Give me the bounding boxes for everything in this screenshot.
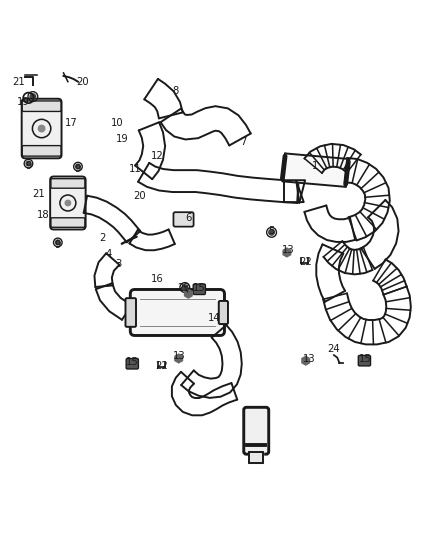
FancyBboxPatch shape xyxy=(358,356,371,366)
Circle shape xyxy=(268,229,275,236)
Text: 15: 15 xyxy=(359,354,372,365)
Text: 13: 13 xyxy=(282,245,294,255)
Polygon shape xyxy=(249,451,263,463)
FancyBboxPatch shape xyxy=(173,212,194,227)
Polygon shape xyxy=(345,158,390,240)
Text: 15: 15 xyxy=(126,357,139,367)
Text: 19: 19 xyxy=(115,134,128,143)
Text: 20: 20 xyxy=(76,77,88,87)
Text: 3: 3 xyxy=(115,260,121,269)
Polygon shape xyxy=(172,372,237,415)
Text: 22: 22 xyxy=(299,257,312,267)
Text: 15: 15 xyxy=(193,282,206,293)
FancyBboxPatch shape xyxy=(22,99,61,158)
Text: 22: 22 xyxy=(155,361,168,372)
FancyBboxPatch shape xyxy=(244,407,268,454)
Text: 2: 2 xyxy=(100,233,106,243)
Text: 24: 24 xyxy=(328,344,340,354)
Text: 1: 1 xyxy=(312,161,318,171)
FancyBboxPatch shape xyxy=(126,359,138,369)
FancyBboxPatch shape xyxy=(22,146,61,156)
Text: 14: 14 xyxy=(208,313,220,323)
FancyBboxPatch shape xyxy=(193,284,205,295)
Text: 21: 21 xyxy=(12,77,25,87)
FancyBboxPatch shape xyxy=(50,176,86,230)
Polygon shape xyxy=(96,283,132,320)
Text: 18: 18 xyxy=(37,210,49,220)
Polygon shape xyxy=(323,241,372,274)
Circle shape xyxy=(181,284,188,291)
Text: 7: 7 xyxy=(240,136,246,147)
Polygon shape xyxy=(135,122,165,179)
Circle shape xyxy=(75,164,81,169)
Polygon shape xyxy=(144,79,183,118)
Polygon shape xyxy=(304,144,361,173)
Polygon shape xyxy=(138,163,299,203)
Text: 9: 9 xyxy=(55,240,61,249)
Polygon shape xyxy=(323,287,411,344)
Text: 20: 20 xyxy=(133,190,145,200)
Polygon shape xyxy=(373,260,406,295)
Text: 16: 16 xyxy=(150,274,163,284)
Text: 4: 4 xyxy=(106,249,112,259)
Text: 5: 5 xyxy=(268,225,275,236)
FancyBboxPatch shape xyxy=(219,301,228,324)
Text: 12: 12 xyxy=(150,151,163,161)
Circle shape xyxy=(64,199,71,206)
Text: 9: 9 xyxy=(25,161,32,171)
Text: 13: 13 xyxy=(303,354,315,365)
FancyBboxPatch shape xyxy=(22,101,61,111)
Polygon shape xyxy=(316,244,345,302)
Text: 13: 13 xyxy=(173,351,186,361)
Polygon shape xyxy=(283,154,348,187)
Polygon shape xyxy=(284,180,305,203)
FancyBboxPatch shape xyxy=(51,218,85,227)
Polygon shape xyxy=(304,205,355,242)
Circle shape xyxy=(29,93,36,100)
FancyBboxPatch shape xyxy=(51,179,85,188)
Text: 9: 9 xyxy=(75,164,81,174)
Text: 8: 8 xyxy=(172,86,178,96)
Text: 23: 23 xyxy=(177,282,189,293)
Text: 17: 17 xyxy=(64,118,78,128)
FancyBboxPatch shape xyxy=(125,298,136,327)
Polygon shape xyxy=(161,106,251,146)
Text: 21: 21 xyxy=(32,189,45,199)
Circle shape xyxy=(25,160,32,167)
Text: 11: 11 xyxy=(128,164,141,174)
Text: 10: 10 xyxy=(111,118,124,128)
Polygon shape xyxy=(181,325,242,398)
Polygon shape xyxy=(84,196,140,243)
Polygon shape xyxy=(361,200,399,269)
Polygon shape xyxy=(95,253,119,287)
Text: 19: 19 xyxy=(16,97,29,107)
Circle shape xyxy=(38,125,46,133)
Text: 6: 6 xyxy=(185,213,191,223)
FancyBboxPatch shape xyxy=(131,289,224,335)
Circle shape xyxy=(55,239,61,246)
Polygon shape xyxy=(130,230,175,251)
